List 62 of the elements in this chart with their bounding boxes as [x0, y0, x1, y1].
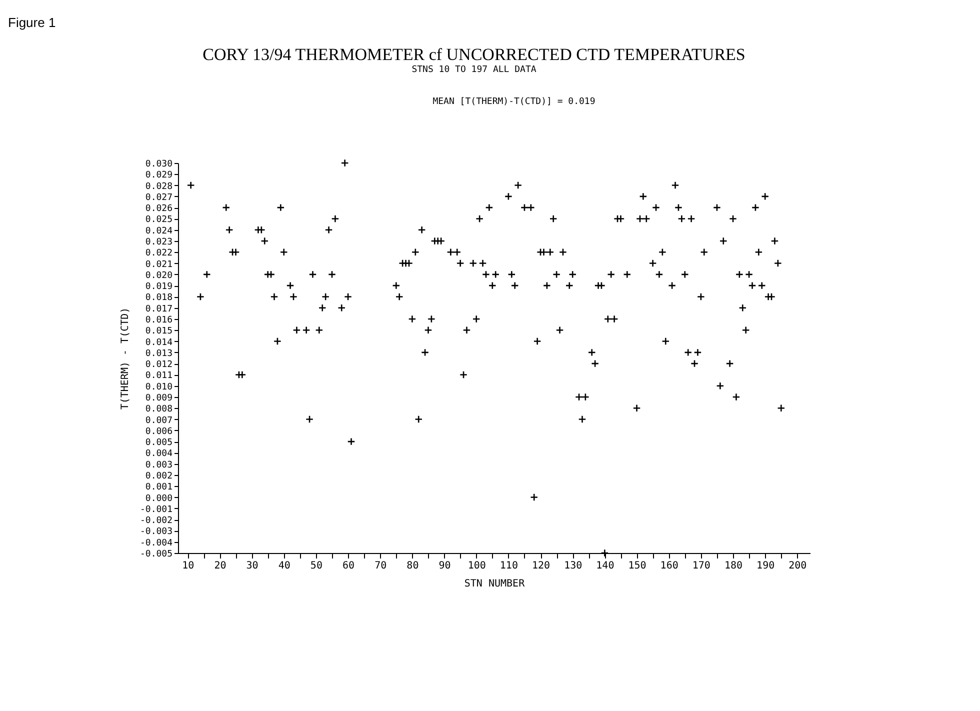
y-tick-label: 0.030	[145, 160, 172, 170]
x-tick-label: 30	[246, 560, 258, 572]
y-tick-label: 0.005	[145, 438, 172, 448]
y-tick-label: 0.016	[145, 316, 172, 326]
x-tick-label: 80	[406, 560, 419, 572]
x-tick-label: 170	[692, 560, 710, 572]
x-tick-label: 120	[532, 560, 550, 572]
y-tick-label: 0.002	[145, 472, 172, 482]
x-tick-label: 60	[342, 560, 355, 572]
y-tick-label: 0.011	[145, 371, 172, 382]
x-tick-label: 190	[756, 560, 775, 572]
caption: Figure 1	[8, 15, 56, 30]
x-tick-label: 180	[724, 560, 743, 572]
y-tick-label: 0.029	[145, 170, 172, 181]
y-tick-label: 0.009	[145, 394, 172, 404]
y-axis-title: T(THERM) - T(CTD)	[120, 307, 131, 410]
y-tick-label: 0.007	[145, 416, 172, 426]
y-tick-label: 0.013	[145, 348, 172, 359]
y-tick-label: 0.021	[145, 260, 172, 270]
y-tick-label: 0.022	[145, 248, 172, 259]
x-tick-label: 200	[788, 560, 807, 572]
x-axis-title: STN NUMBER	[464, 578, 526, 590]
x-tick-label: 100	[468, 560, 486, 572]
y-tick-label: 0.008	[145, 404, 172, 415]
x-tick-label: 20	[214, 560, 226, 572]
y-tick-label: 0.014	[145, 338, 172, 348]
x-tick-label: 10	[182, 560, 194, 572]
y-tick-label: 0.012	[145, 360, 172, 370]
x-tick-label: 140	[596, 560, 614, 572]
y-tick-label: 0.023	[145, 238, 172, 248]
x-tick-label: 40	[278, 560, 290, 572]
y-tick-label: 0.017	[145, 304, 172, 314]
y-tick-label: -0.001	[140, 504, 172, 515]
y-tick-label: 0.025	[145, 215, 172, 226]
y-tick-label: -0.003	[140, 527, 172, 538]
y-tick-label: 0.028	[145, 182, 172, 192]
y-tick-label: -0.005	[140, 550, 172, 560]
y-tick-label: 0.018	[145, 293, 172, 304]
y-tick-label: 0.024	[145, 226, 172, 236]
y-tick-label: 0.015	[145, 326, 172, 337]
x-tick-label: 90	[438, 560, 451, 572]
y-tick-label: 0.006	[145, 426, 172, 437]
y-tick-label: -0.002	[140, 516, 172, 526]
x-tick-label: 110	[500, 560, 518, 572]
y-tick-label: -0.004	[140, 538, 172, 548]
chart-subtitle: STNS 10 TO 197 ALL DATA	[412, 65, 537, 75]
y-tick-label: 0.003	[145, 460, 172, 470]
y-tick-label: 0.000	[145, 494, 172, 504]
x-tick-label: 70	[374, 560, 387, 572]
y-tick-label: 0.019	[145, 282, 172, 292]
x-tick-label: 150	[628, 560, 646, 572]
x-tick-label: 130	[564, 560, 582, 572]
x-tick-label: 50	[310, 560, 322, 572]
y-tick-label: 0.027	[145, 192, 172, 203]
y-tick-label: 0.004	[145, 449, 172, 460]
chart-title: CORY 13/94 THERMOMETER cf UNCORRECTED CTD TEMPERATURES	[202, 45, 746, 64]
x-tick-label: 160	[660, 560, 678, 572]
text: MEAN [T(THERM)-T(CTD)] = 0.019	[432, 97, 596, 107]
y-tick-label: 0.010	[145, 382, 172, 392]
y-tick-label: 0.020	[145, 270, 172, 281]
y-tick-label: 0.026	[145, 204, 172, 214]
y-tick-label: 0.001	[145, 482, 172, 493]
